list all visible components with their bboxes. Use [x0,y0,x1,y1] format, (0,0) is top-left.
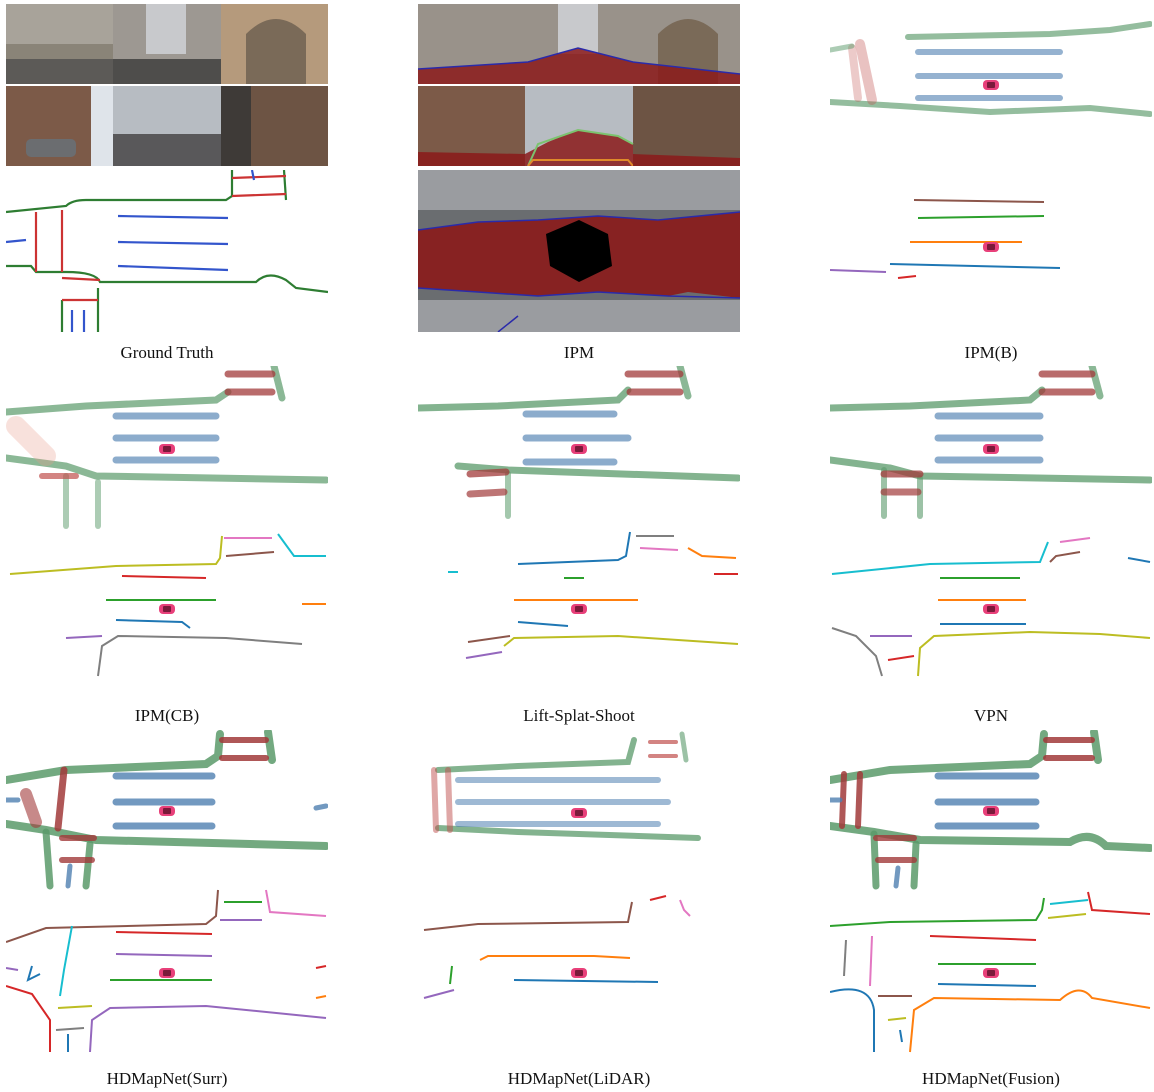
car-icon [983,604,999,614]
hdmapnet-surr-maps [6,730,328,1053]
ipm-bev [418,170,740,332]
ground-truth-map [6,170,328,332]
caption-hdmapnet-surr: HDMapNet(Surr) [106,1069,228,1088]
panel-hdmapnet-lidar [418,730,740,1058]
caption-ipm-b: IPM(B) [964,343,1018,362]
car-icon [983,806,999,816]
car-icon [983,242,999,252]
caption-lift-splat-shoot: Lift-Splat-Shoot [523,706,635,725]
car-icon [983,968,999,978]
panel-ipm-cb [6,366,328,694]
panel-vpn [830,366,1152,694]
lss-maps [418,366,740,659]
vpn-maps [830,366,1152,677]
panel-lift-splat-shoot [418,366,740,694]
car-icon [159,806,175,816]
camera-images-overlay [418,4,740,166]
camera-images [6,4,328,166]
car-icon [159,444,175,454]
car-icon [571,968,587,978]
car-icon [571,444,587,454]
panel-hdmapnet-fusion [830,730,1152,1058]
car-icon [983,80,999,90]
caption-vpn: VPN [973,706,1008,725]
car-icon [983,444,999,454]
caption-ipm-cb: IPM(CB) [134,706,200,725]
caption-ground-truth: Ground Truth [120,343,214,362]
caption-ipm: IPM [563,343,595,362]
caption-hdmapnet-fusion: HDMapNet(Fusion) [922,1069,1060,1088]
panel-hdmapnet-surr [6,730,328,1058]
hdmapnet-fusion-maps [830,730,1152,1053]
panel-ground-truth [6,4,328,332]
panel-ipm [418,4,740,332]
car-icon [159,604,175,614]
hdmapnet-lidar-maps [423,731,701,999]
panel-ipm-b [830,4,1152,332]
car-icon [571,808,587,818]
ipm-cb-maps [6,366,328,677]
ipm-b-maps [830,21,1152,279]
car-icon [159,968,175,978]
car-icon [571,604,587,614]
caption-hdmapnet-lidar: HDMapNet(LiDAR) [507,1069,651,1088]
